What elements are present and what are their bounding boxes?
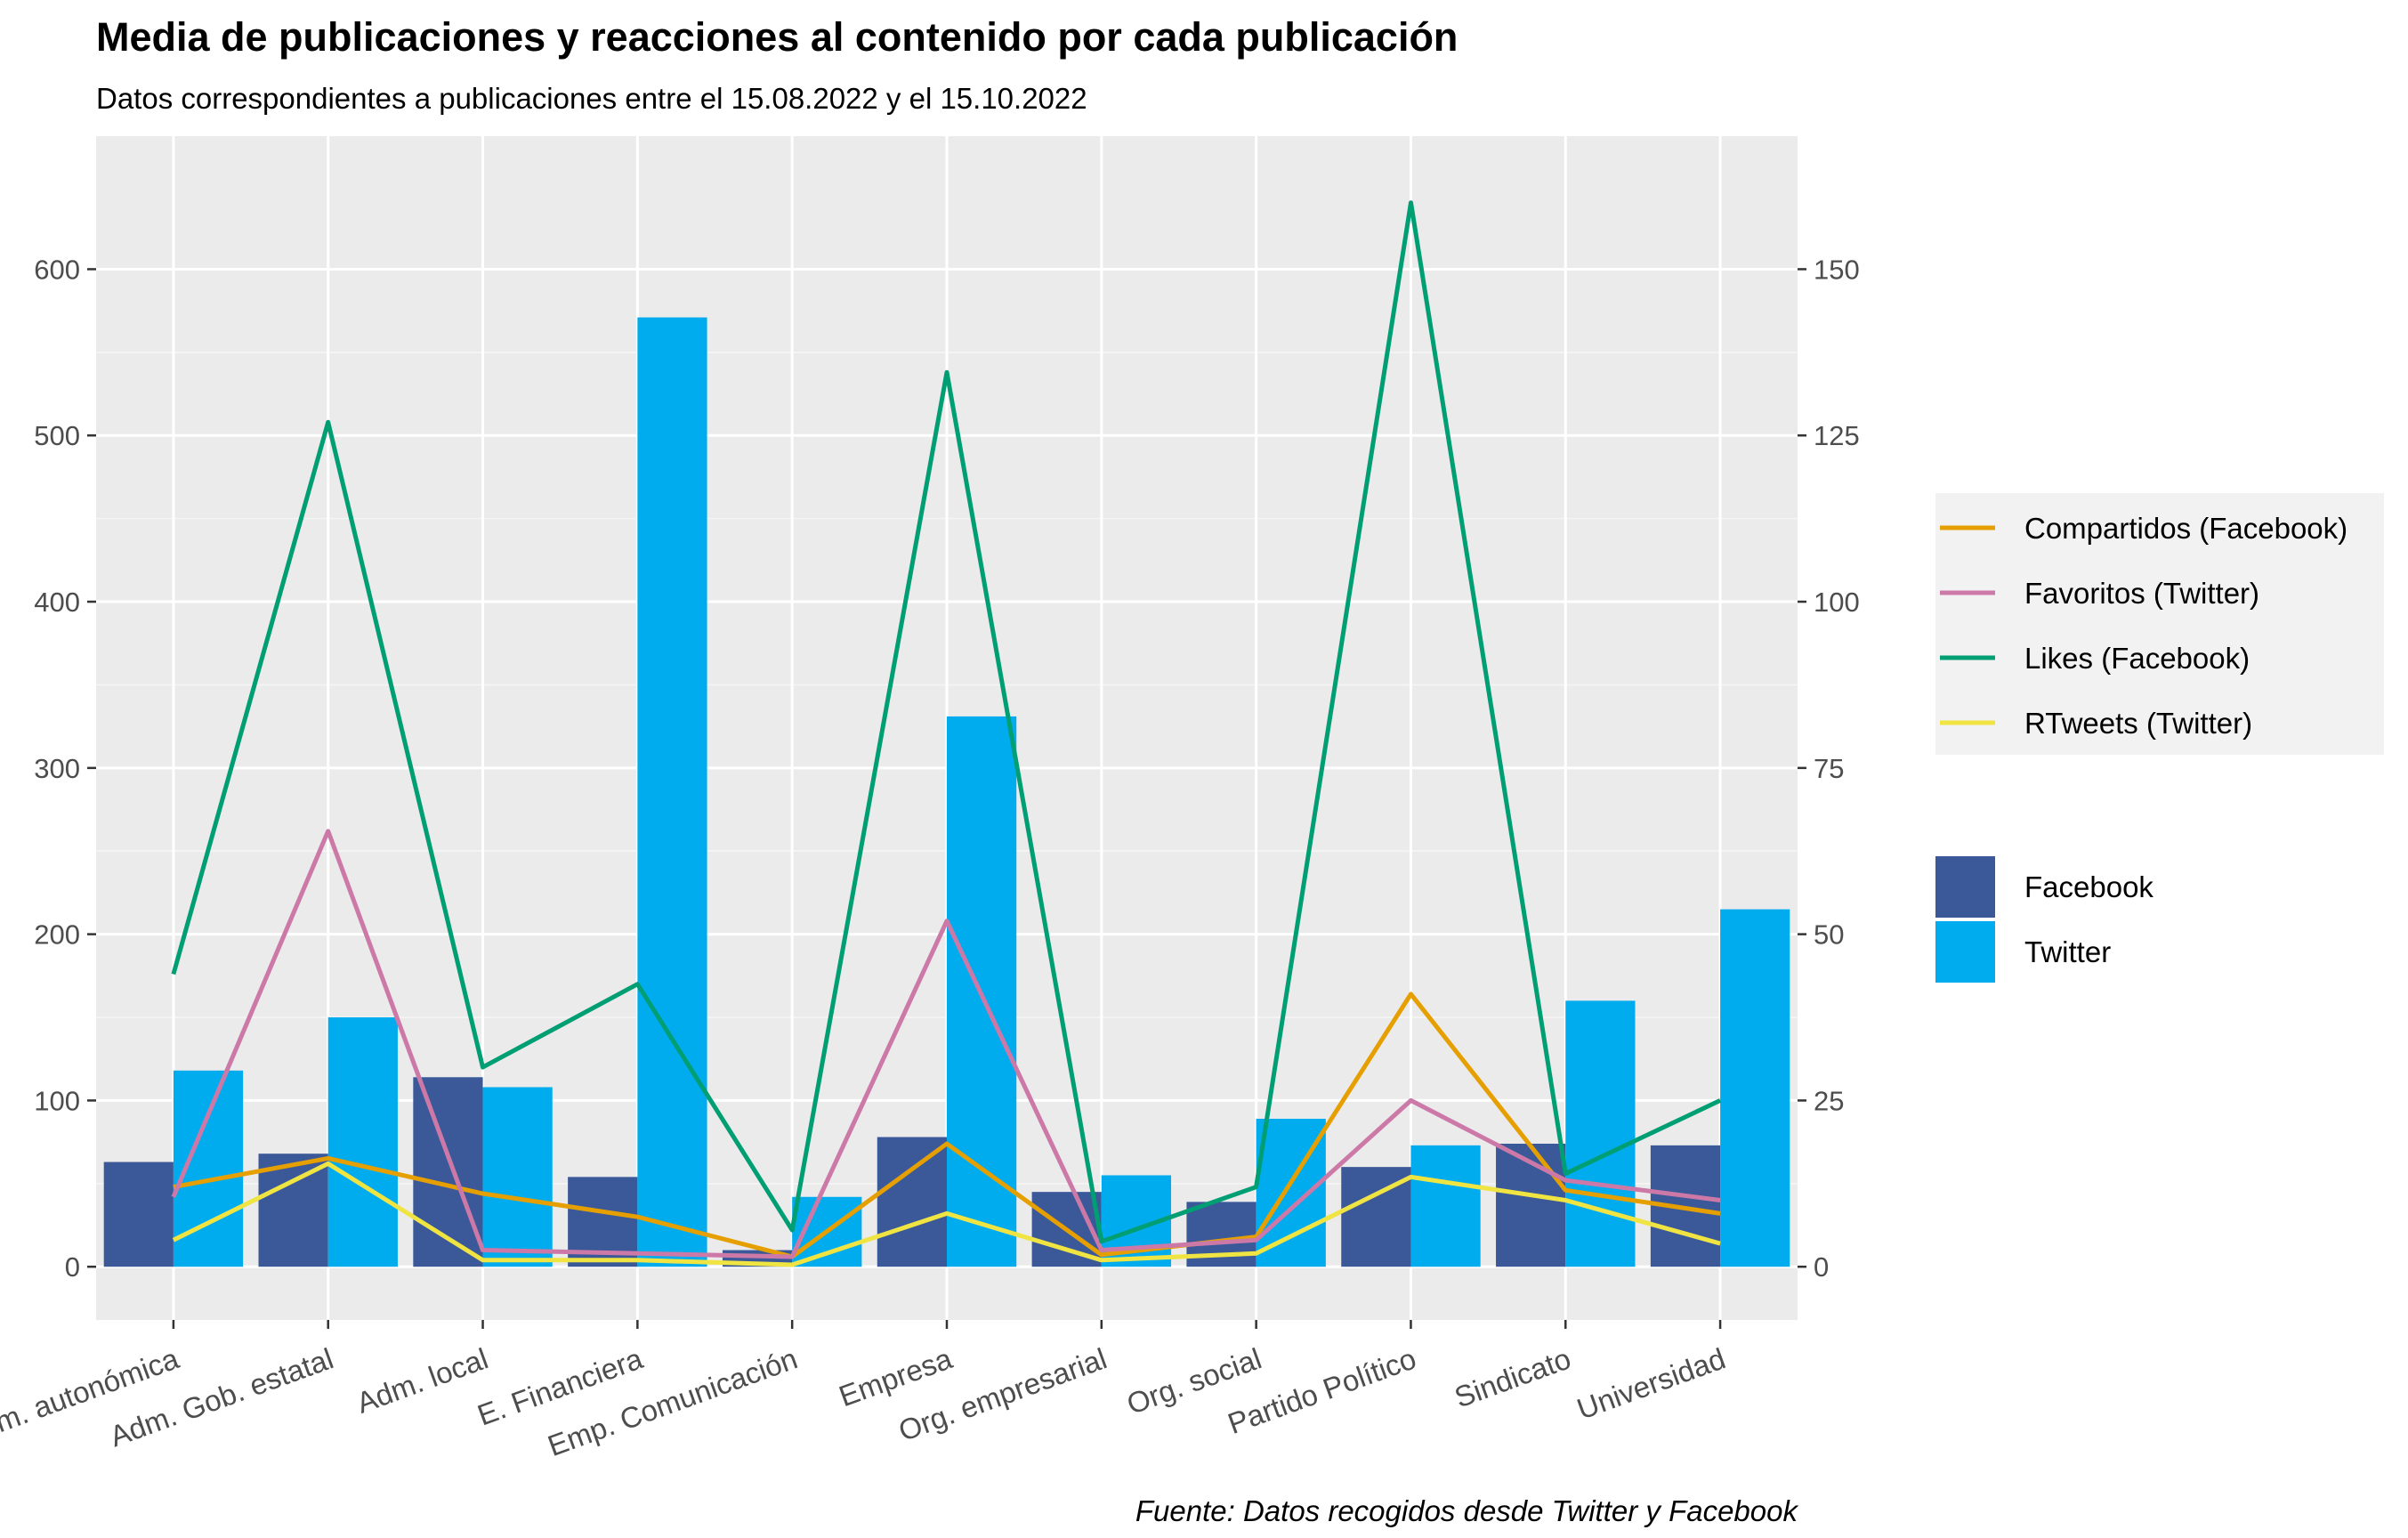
x-tick-label: Universidad — [1572, 1341, 1729, 1425]
y-right-tick-label: 0 — [1814, 1251, 1829, 1283]
legend-bar-label: Twitter — [2024, 935, 2111, 968]
y-left-tick-label: 200 — [34, 919, 80, 951]
legend-bars: Facebook Twitter — [1935, 856, 2153, 983]
x-tick-label: Adm. local — [352, 1341, 492, 1419]
legend-bar-key — [1935, 856, 1995, 918]
bar-facebook-0 — [103, 1162, 174, 1267]
bar-twitter-8 — [1410, 1145, 1481, 1267]
legend-line-label: Favoritos (Twitter) — [2024, 577, 2259, 610]
bar-twitter-9 — [1565, 1000, 1636, 1267]
y-right-tick-label: 50 — [1814, 919, 1844, 951]
legend-line-label: Compartidos (Facebook) — [2024, 512, 2347, 545]
y-right-tick-label: 25 — [1814, 1085, 1844, 1116]
y-left-tick-label: 100 — [34, 1085, 80, 1116]
legend-lines: Compartidos (Facebook) Favoritos (Twitter… — [1935, 493, 2384, 755]
bar-twitter-10 — [1720, 909, 1790, 1267]
y-left-tick-label: 0 — [65, 1251, 80, 1283]
bar-twitter-3 — [637, 317, 707, 1267]
chart-title: Media de publicaciones y reacciones al c… — [96, 14, 1458, 60]
line-series-2 — [171, 200, 1722, 1244]
bar-facebook-2 — [413, 1077, 483, 1267]
lines — [171, 200, 1722, 1267]
y-right-tick-label: 100 — [1814, 587, 1860, 618]
y-left-tick-label: 500 — [34, 420, 80, 451]
line-series-1 — [171, 829, 1721, 1259]
line-series-3 — [172, 1161, 1721, 1267]
y-left-tick-label: 600 — [34, 254, 80, 285]
line-series-0 — [173, 992, 1721, 1259]
y-right-tick-label: 150 — [1814, 254, 1860, 285]
bar-twitter-1 — [327, 1017, 398, 1267]
bar-facebook-1 — [258, 1154, 328, 1267]
x-tick-label: Emp. Comunicación — [544, 1341, 802, 1462]
chart-subtitle: Datos correspondientes a publicaciones e… — [96, 82, 1087, 115]
legend-bar-label: Facebook — [2024, 870, 2153, 903]
bar-twitter-2 — [482, 1087, 553, 1267]
legend-lines-background — [1935, 493, 2384, 755]
axis-left: 0 100 200 300 400 500 600 — [34, 254, 96, 1283]
legend-bar-key — [1935, 921, 1995, 983]
y-right-tick-label: 75 — [1814, 753, 1844, 784]
y-right-tick-label: 125 — [1814, 420, 1860, 451]
axis-right: 0 25 50 75 100 125 150 — [1798, 254, 1860, 1283]
legend-line-label: RTweets (Twitter) — [2024, 707, 2252, 740]
legend-line-label: Likes (Facebook) — [2024, 642, 2250, 675]
chart-caption: Fuente: Datos recogidos desde Twitter y … — [1135, 1494, 1799, 1527]
x-tick-label: Sindicato — [1450, 1341, 1575, 1413]
y-left-tick-label: 400 — [34, 587, 80, 618]
y-left-tick-label: 300 — [34, 753, 80, 784]
bar-facebook-5 — [877, 1137, 947, 1267]
